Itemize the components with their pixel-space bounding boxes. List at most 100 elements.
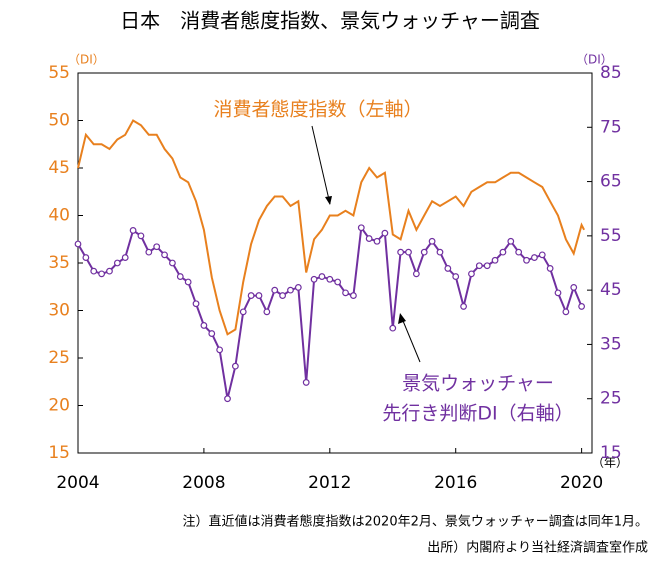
y2-tick-label: 45 [600, 280, 622, 300]
marker [82, 254, 90, 261]
marker [98, 270, 106, 278]
marker [231, 362, 239, 370]
y-tick-label: 45 [48, 158, 70, 178]
marker [397, 248, 405, 256]
marker [357, 224, 365, 232]
marker [294, 284, 302, 291]
marker [121, 254, 129, 261]
y-tick-label: 30 [48, 301, 70, 321]
marker [326, 275, 334, 283]
marker [570, 284, 578, 291]
marker [263, 308, 271, 316]
y2-tick-label: 55 [600, 226, 622, 246]
marker [106, 267, 113, 275]
marker [310, 275, 318, 283]
x-tick-label: 2016 [434, 473, 477, 493]
marker [523, 256, 530, 264]
marker [507, 237, 515, 245]
y-tick-label: 55 [48, 63, 70, 83]
marker [161, 251, 168, 259]
marker [468, 270, 475, 278]
marker [113, 259, 121, 267]
marker [153, 243, 161, 251]
marker [405, 248, 412, 256]
y-tick-label: 20 [48, 396, 70, 416]
note: 注）直近値は消費者態度指数は2020年2月、景気ウォッチャー調査は同年1月。 [183, 514, 649, 530]
y-unit: （DI） [68, 53, 105, 67]
marker [287, 286, 294, 294]
y2-tick-label: 35 [600, 334, 622, 354]
y2-tick-label: 65 [600, 172, 622, 192]
marker [350, 292, 357, 299]
y-tick-label: 15 [48, 443, 70, 463]
x-tick-label: 2020 [560, 473, 603, 493]
marker [169, 259, 176, 267]
marker [483, 262, 491, 270]
note: 出所）内閣府より当社経済調査室作成 [427, 540, 648, 556]
y-tick-label: 35 [48, 253, 70, 273]
marker [578, 303, 586, 310]
marker [420, 248, 428, 256]
marker [137, 232, 145, 240]
y2-tick-label: 75 [600, 117, 622, 137]
marker [389, 324, 397, 332]
marker [444, 265, 452, 272]
marker [381, 229, 389, 237]
y2-unit: （DI） [576, 53, 613, 67]
marker [247, 292, 255, 299]
series-label: 先行き判断DI（右軸） [382, 403, 573, 425]
marker [452, 273, 460, 280]
y-tick-label: 50 [48, 111, 70, 131]
marker [184, 278, 192, 286]
y-tick-label: 25 [48, 348, 70, 368]
y2-tick-label: 25 [600, 389, 622, 409]
marker [436, 248, 444, 256]
marker [562, 308, 570, 316]
x-tick-label: 2008 [182, 473, 225, 493]
marker [216, 346, 224, 354]
series-label: 景気ウォッチャー [402, 373, 554, 395]
marker [373, 237, 381, 245]
marker [271, 286, 279, 294]
marker [475, 262, 483, 270]
marker [200, 322, 208, 329]
marker [530, 254, 538, 261]
marker [546, 265, 554, 272]
x-tick-label: 2012 [308, 473, 351, 493]
arrow [400, 315, 421, 363]
y2-tick-label: 85 [600, 63, 622, 83]
marker [538, 251, 546, 259]
marker [412, 270, 420, 278]
y2-tick-label: 15 [600, 443, 622, 463]
marker [515, 248, 523, 256]
plot-frame [77, 72, 593, 454]
arrow-head [398, 313, 406, 324]
marker [239, 308, 247, 316]
marker [499, 248, 507, 256]
marker [342, 289, 349, 297]
marker [192, 300, 200, 308]
marker [554, 289, 562, 297]
marker [176, 273, 184, 280]
chart-title: 日本 消費者態度指数、景気ウォッチャー調査 [120, 9, 540, 33]
marker [90, 267, 98, 275]
marker [255, 292, 263, 299]
marker [428, 237, 436, 245]
marker [279, 292, 286, 299]
marker [208, 330, 216, 337]
marker [334, 278, 342, 286]
marker [129, 227, 137, 234]
x-tick-label: 2004 [56, 473, 99, 493]
marker [145, 248, 153, 256]
marker [460, 303, 467, 310]
arrow [311, 125, 331, 205]
series-line [77, 119, 585, 336]
marker [365, 235, 373, 242]
marker [74, 240, 82, 248]
arrow-head [325, 196, 332, 205]
marker [318, 273, 326, 280]
y-tick-label: 40 [48, 206, 70, 226]
x-unit: （年） [592, 456, 628, 470]
marker [224, 395, 231, 403]
